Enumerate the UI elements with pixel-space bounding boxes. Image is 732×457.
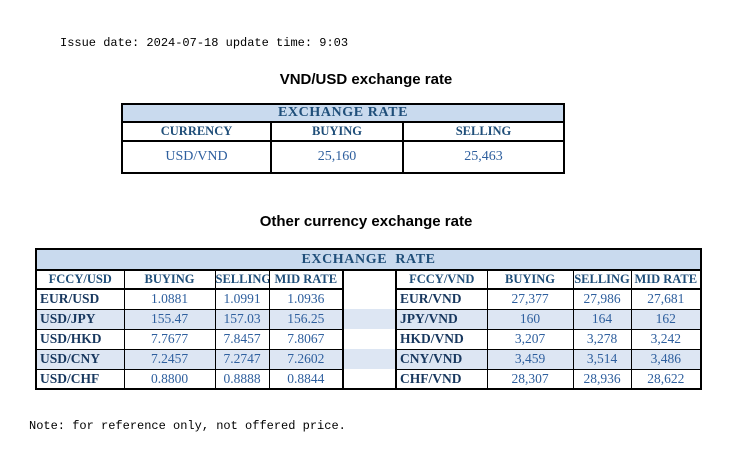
- column-header-currency: CURRENCY: [121, 121, 272, 142]
- column-header-selling-right: SELLING: [572, 269, 632, 290]
- selling-cell: 157.03: [214, 308, 270, 330]
- buying-cell: 3,207: [486, 328, 574, 350]
- rate-row-cny: USD/CNY 7.2457 7.2747 7.2602 CNY/VND 3,4…: [35, 348, 702, 370]
- spacer-cell: [342, 349, 397, 369]
- column-header-fccy-vnd: FCCY/VND: [395, 269, 488, 290]
- selling-cell: 7.2747: [214, 348, 270, 370]
- selling-cell: 164: [572, 308, 632, 330]
- currency-cell: USD/VND: [121, 140, 272, 174]
- selling-cell: 3,514: [572, 348, 632, 370]
- selling-cell: 3,278: [572, 328, 632, 350]
- pair-cell: EUR/VND: [395, 288, 488, 310]
- issue-date-line: Issue date: 2024-07-18 update time: 9:03: [60, 36, 349, 50]
- mid-rate-cell: 28,622: [630, 368, 702, 390]
- rate-row-eur: EUR/USD 1.0881 1.0991 1.0936 EUR/VND 27,…: [35, 288, 702, 310]
- buying-cell: 160: [486, 308, 574, 330]
- column-header-row: FCCY/USD BUYING SELLING MID RATE FCCY/VN…: [35, 269, 702, 290]
- buying-cell: 3,459: [486, 348, 574, 370]
- column-header-mid-rate-left: MID RATE: [268, 269, 344, 290]
- selling-cell: 28,936: [572, 368, 632, 390]
- pair-cell: EUR/USD: [35, 288, 125, 310]
- spacer-cell: [342, 309, 397, 329]
- buying-cell: 0.8800: [123, 368, 216, 390]
- spacer-cell: [342, 369, 397, 390]
- usd-rate-title: VND/USD exchange rate: [279, 71, 453, 88]
- spacer-cell: [342, 269, 397, 289]
- pair-cell: CNY/VND: [395, 348, 488, 370]
- selling-cell: 0.8888: [214, 368, 270, 390]
- mid-rate-cell: 156.25: [268, 308, 344, 330]
- buying-cell: 7.7677: [123, 328, 216, 350]
- spacer-cell: [342, 289, 397, 309]
- rate-row-jpy: USD/JPY 155.47 157.03 156.25 JPY/VND 160…: [35, 308, 702, 330]
- buying-cell: 7.2457: [123, 348, 216, 370]
- buying-cell: 25,160: [270, 140, 404, 174]
- selling-cell: 25,463: [401, 140, 566, 174]
- pair-cell: JPY/VND: [395, 308, 488, 330]
- mid-rate-cell: 7.8067: [268, 328, 344, 350]
- band-row: EXCHANGE RATE: [35, 248, 702, 271]
- mid-rate-cell: 3,242: [630, 328, 702, 350]
- other-rate-table: EXCHANGE RATE FCCY/USD BUYING SELLING MI…: [35, 248, 703, 390]
- pair-cell: HKD/VND: [395, 328, 488, 350]
- pair-cell: USD/HKD: [35, 328, 125, 350]
- column-header-mid-rate-right: MID RATE: [630, 269, 702, 290]
- mid-rate-cell: 7.2602: [268, 348, 344, 370]
- rate-row-chf: USD/CHF 0.8800 0.8888 0.8844 CHF/VND 28,…: [35, 368, 702, 390]
- pair-cell: USD/CHF: [35, 368, 125, 390]
- band-row: EXCHANGE RATE: [120, 103, 566, 123]
- selling-cell: 27,986: [572, 288, 632, 310]
- column-header-buying: BUYING: [270, 121, 404, 142]
- buying-cell: 27,377: [486, 288, 574, 310]
- footnote: Note: for reference only, not offered pr…: [29, 419, 346, 433]
- mid-rate-cell: 162: [630, 308, 702, 330]
- pair-cell: CHF/VND: [395, 368, 488, 390]
- column-header-row: CURRENCY BUYING SELLING: [121, 121, 566, 142]
- mid-rate-cell: 27,681: [630, 288, 702, 310]
- buying-cell: 1.0881: [123, 288, 216, 310]
- usd-vnd-row: USD/VND 25,160 25,463: [121, 140, 566, 174]
- mid-rate-cell: 1.0936: [268, 288, 344, 310]
- pair-cell: USD/JPY: [35, 308, 125, 330]
- column-header-selling-left: SELLING: [214, 269, 270, 290]
- other-rate-title: Other currency exchange rate: [259, 213, 473, 230]
- usd-rate-table: EXCHANGE RATE CURRENCY BUYING SELLING US…: [120, 103, 566, 174]
- selling-cell: 1.0991: [214, 288, 270, 310]
- column-header-selling: SELLING: [401, 121, 566, 142]
- mid-rate-cell: 0.8844: [268, 368, 344, 390]
- column-header-fccy-usd: FCCY/USD: [35, 269, 125, 290]
- rate-row-hkd: USD/HKD 7.7677 7.8457 7.8067 HKD/VND 3,2…: [35, 328, 702, 350]
- mid-rate-cell: 3,486: [630, 348, 702, 370]
- table-band-title: EXCHANGE RATE: [35, 248, 702, 271]
- pair-cell: USD/CNY: [35, 348, 125, 370]
- table-band-title: EXCHANGE RATE: [120, 103, 566, 123]
- column-header-buying-left: BUYING: [123, 269, 216, 290]
- buying-cell: 28,307: [486, 368, 574, 390]
- column-header-buying-right: BUYING: [486, 269, 574, 290]
- buying-cell: 155.47: [123, 308, 216, 330]
- spacer-cell: [342, 329, 397, 349]
- selling-cell: 7.8457: [214, 328, 270, 350]
